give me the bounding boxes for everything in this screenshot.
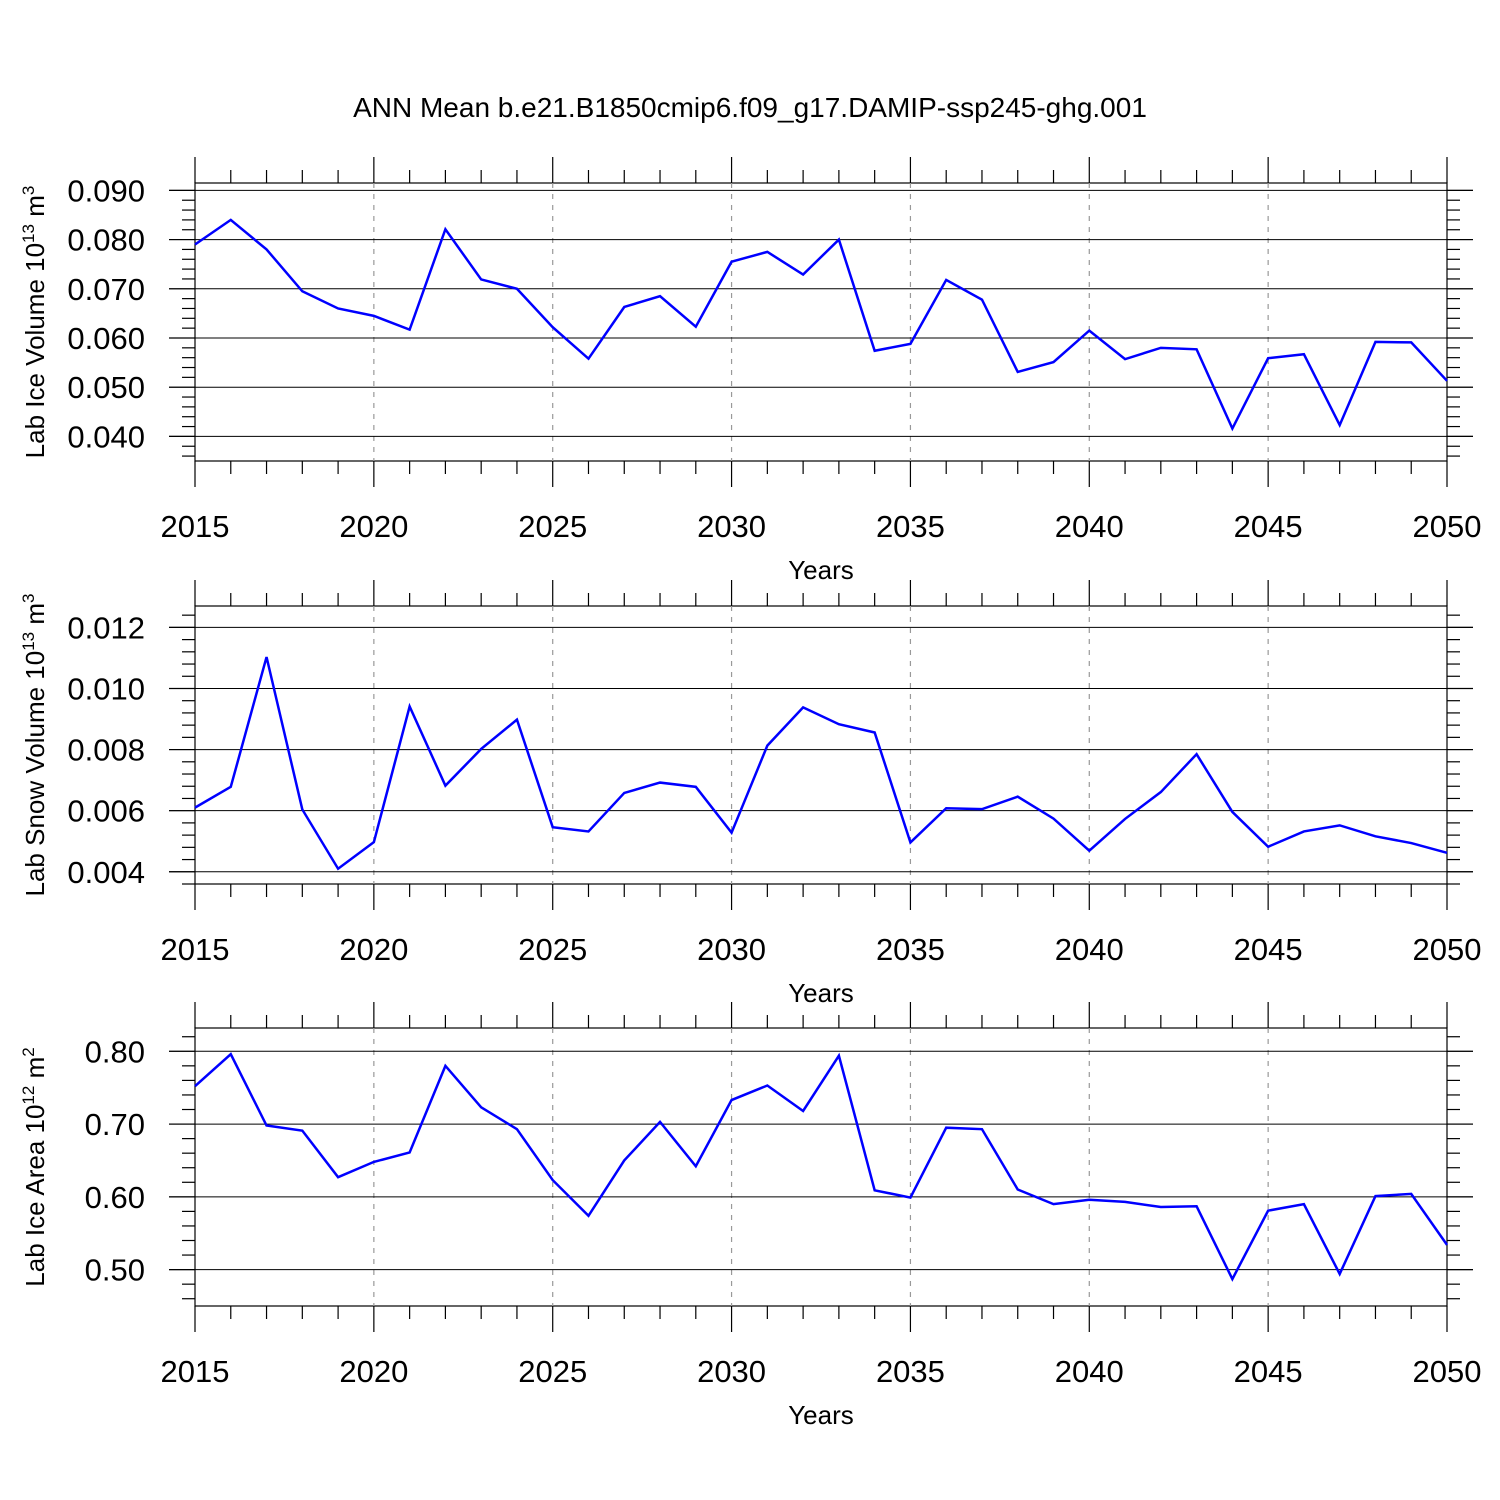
y-tick-label: 0.060 [67, 321, 145, 356]
y-tick-label: 0.040 [67, 419, 145, 454]
y-tick-label: 0.004 [67, 855, 145, 890]
y-tick-label: 0.090 [67, 173, 145, 208]
y-tick-label: 0.60 [85, 1180, 145, 1215]
y-tick-label: 0.070 [67, 272, 145, 307]
x-tick-label: 2030 [697, 932, 766, 967]
series-line-ice-volume [194, 218, 1448, 432]
y-axis-label: Lab Snow Volume 1013 m3 [19, 593, 50, 896]
y-tick-label: 0.006 [67, 794, 145, 829]
panel-snow-volume: 2015 2020 2025 2030 2035 2040 2045 2050 Years 0.0… [19, 580, 1481, 1008]
x-tick-label: 2020 [339, 509, 408, 544]
x-tick-label: 2040 [1055, 509, 1124, 544]
plot-frame [194, 1027, 1448, 1307]
x-tick-label: 2035 [876, 509, 945, 544]
plot-frame [194, 605, 1448, 885]
x-tick-label: 2020 [339, 932, 408, 967]
x-tick-label: 2030 [697, 509, 766, 544]
x-axis-label: Years [788, 978, 854, 1008]
series-line-snow-volume [194, 656, 1448, 871]
series-line-ice-area [194, 1052, 1449, 1282]
x-tick-label: 2045 [1234, 932, 1303, 967]
y-tick-label: 0.012 [67, 610, 145, 645]
chart-title: ANN Mean b.e21.B1850cmip6.f09_g17.DAMIP-… [353, 92, 1147, 123]
x-tick-label: 2050 [1413, 509, 1482, 544]
x-tick-label: 2035 [876, 1354, 945, 1389]
y-tick-label: 0.080 [67, 223, 145, 258]
x-tick-label: 2015 [161, 932, 230, 967]
x-tick-label: 2015 [161, 1354, 230, 1389]
x-axis-label: Years [788, 1400, 854, 1430]
y-tick-label: 0.008 [67, 733, 145, 768]
x-tick-label: 2015 [161, 509, 230, 544]
x-tick-label: 2045 [1234, 1354, 1303, 1389]
plot-frame [194, 182, 1448, 462]
x-tick-label: 2050 [1413, 1354, 1482, 1389]
x-tick-label: 2025 [518, 932, 587, 967]
x-axis-label: Years [788, 555, 854, 585]
x-tick-label: 2030 [697, 1354, 766, 1389]
y-axis-label: Lab Ice Volume 1013 m3 [19, 186, 50, 459]
x-tick-label: 2035 [876, 932, 945, 967]
y-tick-label: 0.70 [85, 1107, 145, 1142]
x-tick-label: 2025 [518, 1354, 587, 1389]
x-tick-label: 2040 [1055, 1354, 1124, 1389]
x-tick-label: 2050 [1413, 932, 1482, 967]
x-tick-label: 2045 [1234, 509, 1303, 544]
panel-ice-area: 2015 2020 2025 2030 2035 2040 2045 2050 Years 0.5… [19, 1002, 1481, 1430]
x-tick-label: 2025 [518, 509, 587, 544]
y-axis-label: Lab Ice Area 1012 m2 [19, 1047, 50, 1286]
y-tick-label: 0.050 [67, 370, 145, 405]
panel-ice-volume: 2015 2020 2025 2030 2035 2040 2045 2050 Years 0.0… [19, 157, 1481, 585]
y-tick-label: 0.80 [85, 1034, 145, 1069]
x-tick-label: 2040 [1055, 932, 1124, 967]
x-tick-label: 2020 [339, 1354, 408, 1389]
y-tick-label: 0.50 [85, 1253, 145, 1288]
y-tick-label: 0.010 [67, 671, 145, 706]
